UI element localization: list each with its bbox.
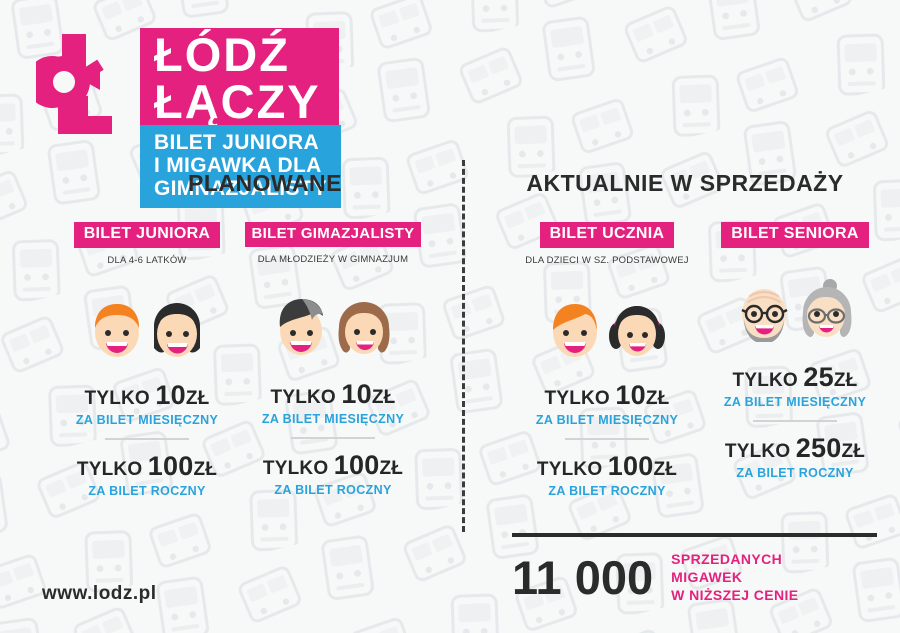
- stat-caption-line2: MIGAWEK: [671, 568, 743, 585]
- badge-uczen: BILET UCZNIA: [539, 222, 675, 248]
- price-yearly-uczen: TYLKO 100ZŁ: [512, 451, 702, 482]
- teen-girl-brown-hair-icon: [338, 301, 390, 354]
- footer-website-url[interactable]: www.lodz.pl: [42, 583, 157, 604]
- vertical-dashed-divider: [462, 160, 465, 532]
- boy-orange-hair-icon: [95, 303, 139, 357]
- price-separator: [753, 419, 837, 422]
- price-separator: [291, 436, 375, 439]
- price-amount: 10: [341, 378, 372, 409]
- price-caption-monthly: ZA BILET MIESIĘCZNY: [261, 411, 405, 426]
- price-amount: 25: [803, 361, 834, 392]
- price-amount: 250: [795, 432, 842, 463]
- badge-sub-gimnazjalista: DLA MŁODZIEŻY W GIMNAZJUM: [257, 253, 409, 265]
- stat-caption-line1: SPRZEDANYCH: [671, 551, 783, 567]
- stat-block: 11 000 SPRZEDANYCH MIGAWEK W NIŻSZEJ CEN…: [512, 533, 877, 605]
- price-unit: ZŁ: [379, 457, 404, 479]
- price-unit: ZŁ: [645, 387, 670, 409]
- price-caption-yearly: ZA BILET ROCZNY: [88, 483, 206, 498]
- price-caption-yearly: ZA BILET ROCZNY: [274, 482, 392, 497]
- price-prefix: TYLKO: [724, 440, 791, 462]
- price-separator: [565, 437, 649, 440]
- prices-senior: TYLKO 25ZŁ ZA BILET MIESIĘCZNY TYLKO 250…: [700, 362, 890, 480]
- badge-gimnazjalista: BILET GIMAZJALISTY: [244, 222, 422, 247]
- price-unit: ZŁ: [653, 458, 678, 480]
- price-caption-monthly: ZA BILET MIESIĘCZNY: [535, 412, 679, 427]
- price-monthly-senior: TYLKO 25ZŁ: [700, 362, 890, 393]
- prices-gimnazjalista: TYLKO 10ZŁ ZA BILET MIESIĘCZNY TYLKO 100…: [238, 379, 428, 497]
- price-amount: 100: [607, 450, 654, 481]
- ticket-card-junior: BILET JUNIORA DLA 4-6 LATKÓW: [52, 222, 242, 498]
- prices-uczen: TYLKO 10ZŁ ZA BILET MIESIĘCZNY TYLKO 100…: [512, 380, 702, 498]
- price-unit: ZŁ: [371, 386, 396, 408]
- price-monthly-junior: TYLKO 10ZŁ: [52, 380, 242, 411]
- price-unit: ZŁ: [193, 458, 218, 480]
- senior-woman-glasses-icon: [802, 278, 852, 337]
- faces-gimnazjalista: [238, 279, 428, 359]
- price-prefix: TYLKO: [544, 387, 610, 409]
- price-prefix: TYLKO: [732, 369, 798, 391]
- price-amount: 100: [147, 450, 194, 481]
- price-prefix: TYLKO: [84, 387, 150, 409]
- price-monthly-gimnazjalista: TYLKO 10ZŁ: [238, 379, 428, 410]
- price-monthly-uczen: TYLKO 10ZŁ: [512, 380, 702, 411]
- ticket-card-senior: BILET SENIORA: [700, 222, 890, 480]
- stat-rule: [512, 533, 877, 537]
- badge-senior: BILET SENIORA: [721, 222, 869, 248]
- price-prefix: TYLKO: [270, 386, 336, 408]
- price-unit: ZŁ: [185, 387, 210, 409]
- price-prefix: TYLKO: [262, 457, 329, 479]
- badge-sub-uczen: DLA DZIECI W SZ. PODSTAWOWEJ: [525, 254, 689, 266]
- stat-number: 11 000: [512, 550, 654, 604]
- faces-junior: [52, 280, 242, 360]
- ticket-card-uczen: BILET UCZNIA DLA DZIECI W SZ. PODSTAWOWE…: [512, 222, 702, 498]
- price-unit: ZŁ: [833, 369, 858, 391]
- price-caption-yearly: ZA BILET ROCZNY: [736, 465, 854, 480]
- badge-sub-junior: DLA 4-6 LATKÓW: [107, 254, 187, 266]
- price-amount: 10: [155, 379, 186, 410]
- price-yearly-junior: TYLKO 100ZŁ: [52, 451, 242, 482]
- girl-pigtails-icon: [609, 305, 665, 356]
- section-title-current: AKTUALNIE W SPRZEDAŻY: [526, 170, 844, 196]
- stat-caption: SPRZEDANYCH MIGAWEK W NIŻSZEJ CENIE: [671, 551, 798, 605]
- faces-senior: [700, 262, 890, 342]
- senior-man-glasses-icon: [741, 288, 788, 342]
- price-prefix: TYLKO: [76, 458, 143, 480]
- price-yearly-senior: TYLKO 250ZŁ: [700, 433, 890, 464]
- teen-boy-dark-hair-icon: [279, 298, 323, 355]
- price-yearly-gimnazjalista: TYLKO 100ZŁ: [238, 450, 428, 481]
- ticket-card-gimnazjalista: BILET GIMAZJALISTY DLA MŁODZIEŻY W GIMNA…: [238, 222, 428, 497]
- badge-junior: BILET JUNIORA: [73, 222, 221, 248]
- lodz-l-logo-icon: [36, 34, 112, 134]
- price-amount: 10: [615, 379, 646, 410]
- boy-orange-hair-icon: [553, 303, 597, 357]
- price-caption-monthly: ZA BILET MIESIĘCZNY: [75, 412, 219, 427]
- page-subtitle: BILET JUNIORA I MIGAWKA DLA GIMNAZJALIST…: [140, 125, 342, 209]
- faces-uczen: [512, 280, 702, 360]
- price-amount: 100: [333, 449, 380, 480]
- section-title-planned: PLANOWANE: [188, 170, 342, 196]
- price-caption-monthly: ZA BILET MIESIĘCZNY: [723, 394, 867, 409]
- price-caption-yearly: ZA BILET ROCZNY: [548, 483, 666, 498]
- girl-black-hair-icon: [154, 302, 200, 357]
- price-separator: [105, 437, 189, 440]
- page-title: ŁÓDŹ ŁĄCZY: [140, 28, 339, 133]
- prices-junior: TYLKO 10ZŁ ZA BILET MIESIĘCZNY TYLKO 100…: [52, 380, 242, 498]
- price-prefix: TYLKO: [536, 458, 603, 480]
- price-unit: ZŁ: [841, 440, 866, 462]
- stat-caption-line3: W NIŻSZEJ CENIE: [671, 586, 799, 603]
